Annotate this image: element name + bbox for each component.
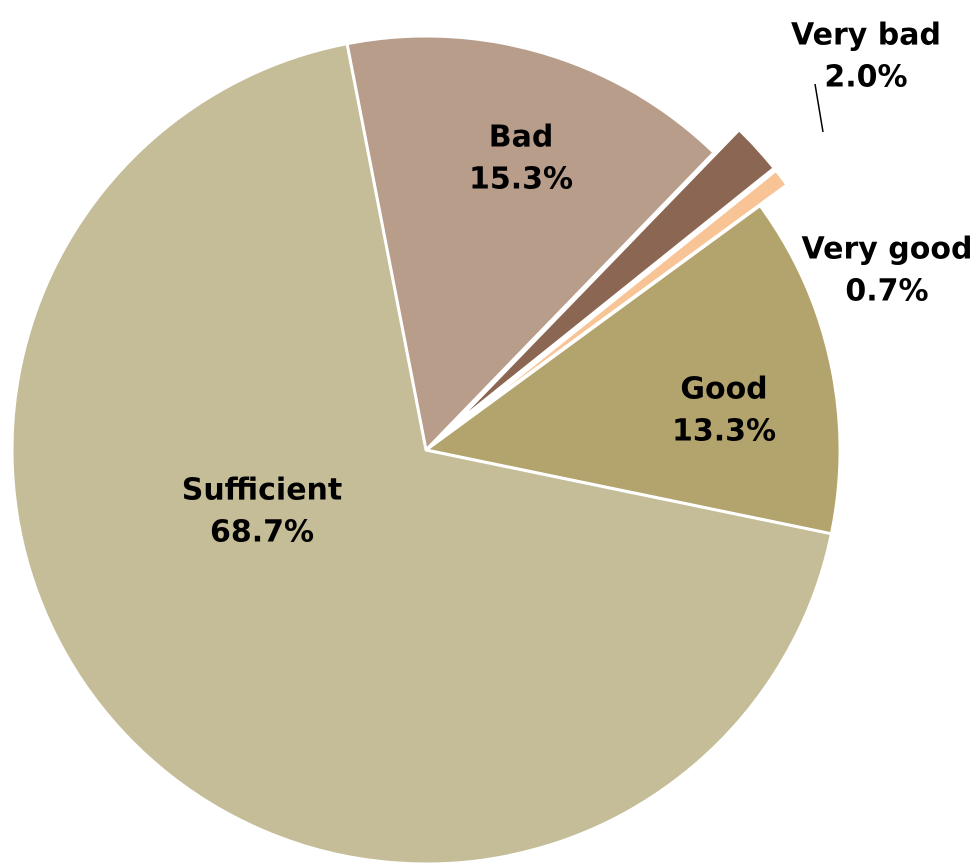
slice-value-very-bad: 2.0% [824,60,907,95]
pie-slice-very-good [451,168,789,431]
slice-value-sufficient: 68.7% [210,515,314,550]
leader-lines-layer [814,83,824,133]
labels-layer: Bad 15.3% Very bad 2.0% Very good 0.7% Good 13.… [182,18,973,550]
slice-value-good: 13.3% [672,414,776,449]
pie-slice-bad [345,34,716,452]
slice-label-sufficient: Sufficient [182,473,343,508]
slice-label-very-bad: Very bad [791,18,941,53]
slice-label-very-good: Very good [802,232,973,267]
pie-slice-sufficient [10,42,833,864]
pie-slice-good [424,203,842,536]
slice-label-good: Good [680,372,767,407]
leader-line-very-bad [814,83,824,133]
slice-label-bad: Bad [489,120,554,155]
slice-value-bad: 15.3% [469,162,573,197]
slice-value-very-good: 0.7% [845,274,928,309]
slices-layer [10,34,842,864]
pie-slice-very-bad [449,128,776,429]
